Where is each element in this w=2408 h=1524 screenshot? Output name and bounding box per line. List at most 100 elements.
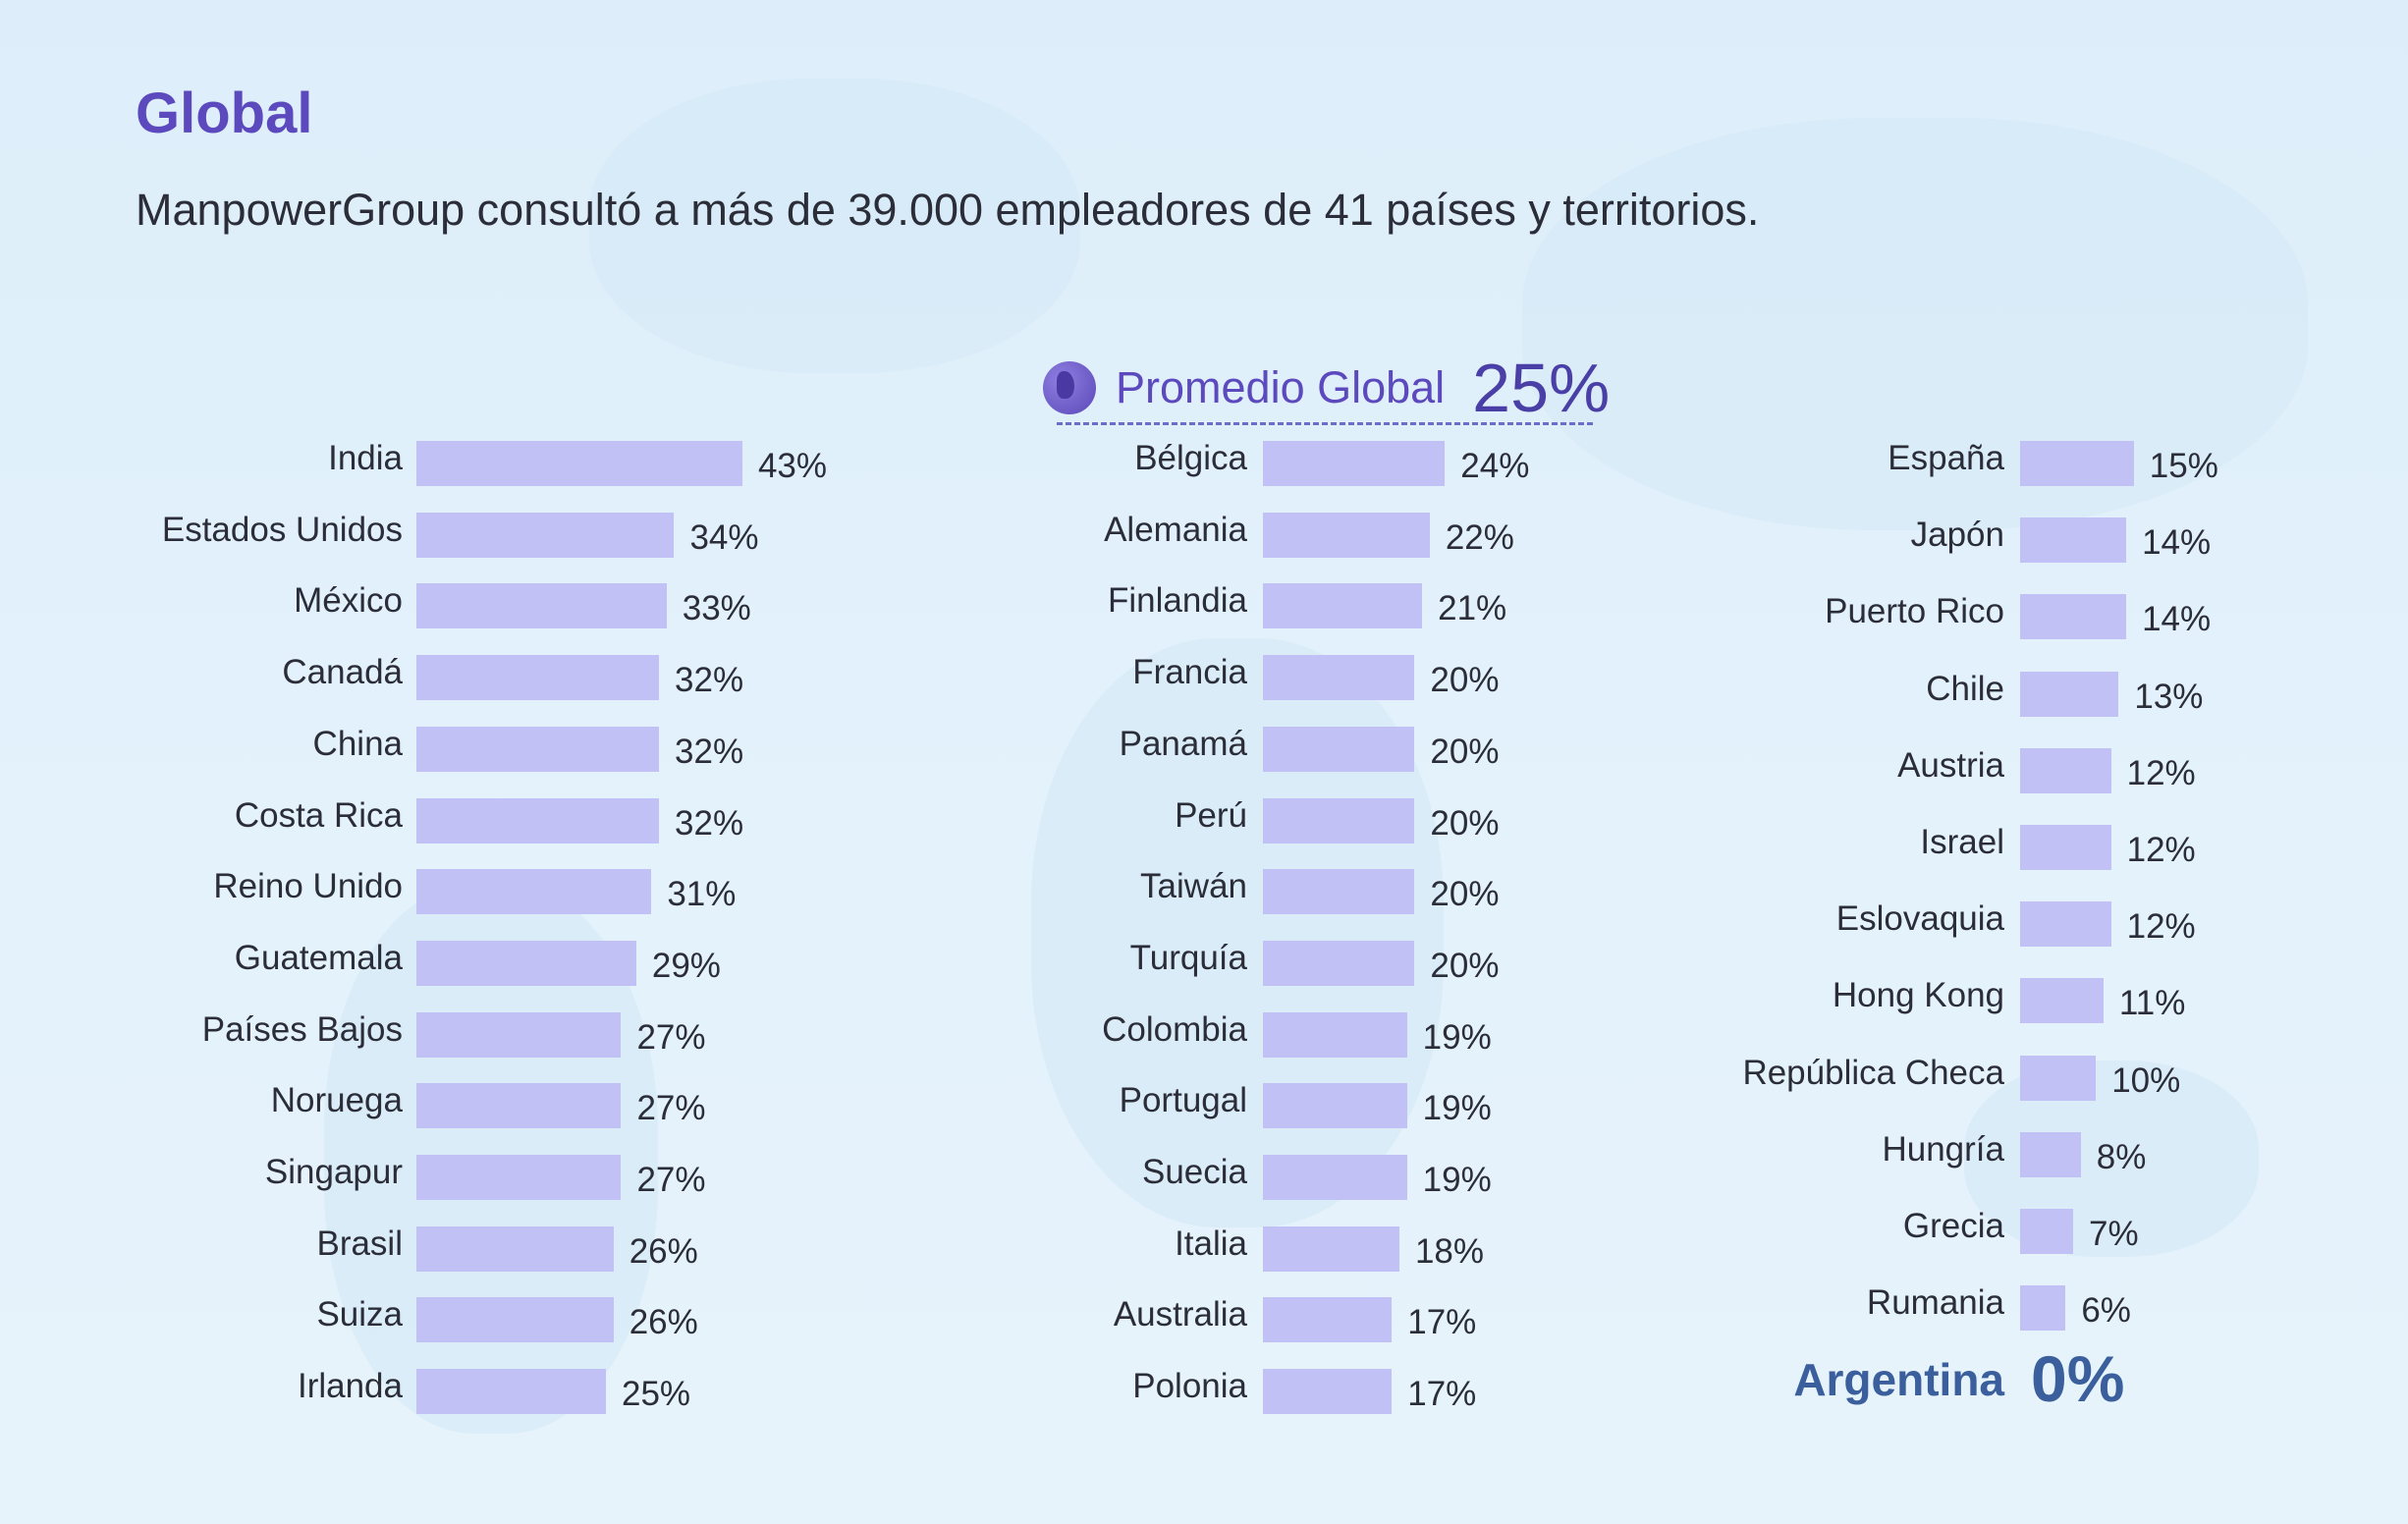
bar bbox=[416, 1083, 622, 1129]
bar bbox=[416, 512, 675, 558]
value-label: 20% bbox=[1430, 661, 1500, 700]
category-label: Costa Rica bbox=[234, 795, 403, 835]
category-label: Rumania bbox=[1866, 1283, 2004, 1323]
bar bbox=[416, 1225, 614, 1272]
value-label: 13% bbox=[2134, 677, 2204, 716]
bar bbox=[416, 583, 667, 629]
bar bbox=[1263, 1083, 1407, 1129]
category-label: Noruega bbox=[270, 1081, 403, 1120]
bar bbox=[2020, 594, 2127, 640]
category-label: Reino Unido bbox=[213, 867, 403, 906]
bar bbox=[2020, 517, 2127, 564]
category-label: Francia bbox=[1132, 653, 1247, 692]
page-title: Global bbox=[136, 82, 313, 145]
bar bbox=[416, 869, 652, 915]
category-label: Alemania bbox=[1104, 510, 1247, 549]
global-average-value: 25% bbox=[1472, 350, 1611, 426]
bar bbox=[416, 655, 660, 701]
bar bbox=[416, 1011, 622, 1058]
bar bbox=[416, 726, 660, 772]
bar bbox=[1263, 1011, 1407, 1058]
bar bbox=[416, 1297, 614, 1343]
category-label: Turquía bbox=[1129, 938, 1247, 977]
value-label: 20% bbox=[1430, 803, 1500, 843]
bar bbox=[1263, 441, 1446, 486]
category-label: Puerto Rico bbox=[1825, 592, 2004, 631]
bar bbox=[2020, 825, 2111, 870]
category-label: Taiwán bbox=[1140, 867, 1247, 906]
category-label: India bbox=[328, 439, 403, 477]
value-label: 12% bbox=[2126, 753, 2196, 792]
globe-icon bbox=[1043, 361, 1096, 414]
value-label: 32% bbox=[675, 803, 744, 843]
value-label: 18% bbox=[1414, 1231, 1485, 1271]
category-label: Perú bbox=[1175, 795, 1247, 835]
bar bbox=[1263, 726, 1415, 772]
category-label: Brasil bbox=[316, 1224, 403, 1263]
bar bbox=[1263, 940, 1415, 986]
bar bbox=[2020, 1285, 2066, 1332]
category-label: República Checa bbox=[1742, 1053, 2004, 1092]
page-subtitle: ManpowerGroup consultó a más de 39.000 e… bbox=[136, 185, 1760, 235]
value-label: 25% bbox=[622, 1375, 691, 1414]
value-label: 20% bbox=[1430, 875, 1500, 914]
bar bbox=[2020, 671, 2119, 717]
category-label: Países Bajos bbox=[201, 1009, 403, 1049]
category-label: Colombia bbox=[1102, 1009, 1247, 1049]
value-label: 19% bbox=[1422, 1161, 1492, 1199]
bar bbox=[2020, 1055, 2097, 1101]
value-label: 27% bbox=[636, 1161, 706, 1199]
global-average-divider bbox=[1057, 422, 1593, 425]
value-label: 14% bbox=[2142, 523, 2212, 563]
value-label: 17% bbox=[1407, 1303, 1477, 1342]
global-average: Promedio Global 25% bbox=[1043, 349, 1610, 427]
value-label: 15% bbox=[2149, 447, 2218, 485]
value-label: 12% bbox=[2126, 831, 2196, 869]
value-label: 21% bbox=[1438, 589, 1507, 628]
bar bbox=[1263, 1297, 1393, 1343]
category-label: Suiza bbox=[316, 1295, 403, 1334]
map-shape bbox=[589, 79, 1080, 373]
value-label: 31% bbox=[667, 875, 737, 914]
value-label: 19% bbox=[1422, 1017, 1492, 1057]
map-shape bbox=[1522, 118, 2308, 530]
bar bbox=[416, 940, 636, 986]
bar bbox=[1263, 1369, 1393, 1415]
value-label: 17% bbox=[1407, 1375, 1477, 1414]
value-label: 26% bbox=[629, 1231, 698, 1271]
value-label: 20% bbox=[1430, 732, 1500, 771]
value-label: 11% bbox=[2118, 984, 2186, 1023]
value-label: 29% bbox=[651, 946, 721, 985]
bar bbox=[416, 1369, 606, 1415]
category-label: Japón bbox=[1910, 516, 2004, 555]
category-label: Grecia bbox=[1902, 1207, 2004, 1245]
category-label: Estados Unidos bbox=[161, 510, 403, 549]
bar bbox=[416, 797, 660, 844]
category-label: Finlandia bbox=[1107, 581, 1247, 621]
category-label: Polonia bbox=[1132, 1367, 1247, 1406]
value-label: 19% bbox=[1422, 1089, 1492, 1128]
value-label: 32% bbox=[675, 732, 744, 771]
bar bbox=[2020, 1131, 2081, 1177]
category-label: Suecia bbox=[1141, 1153, 1247, 1191]
bar bbox=[416, 1155, 622, 1200]
value-label: 20% bbox=[1430, 946, 1500, 985]
value-label: 22% bbox=[1445, 517, 1514, 557]
global-average-label: Promedio Global bbox=[1116, 362, 1446, 412]
highlight-label: Argentina bbox=[1793, 1354, 2004, 1405]
value-label: 33% bbox=[682, 589, 751, 628]
category-label: Hungría bbox=[1882, 1129, 2004, 1169]
category-label: Eslovaquia bbox=[1835, 899, 2004, 939]
bar bbox=[1263, 869, 1415, 915]
bar bbox=[2020, 978, 2104, 1024]
category-label: Italia bbox=[1175, 1224, 1247, 1263]
category-label: Guatemala bbox=[234, 938, 403, 977]
bar bbox=[1263, 655, 1415, 701]
bar bbox=[2020, 441, 2134, 486]
bar bbox=[2020, 1209, 2074, 1254]
category-label: Singapur bbox=[264, 1153, 403, 1191]
category-label: España bbox=[1888, 439, 2004, 477]
category-label: Bélgica bbox=[1134, 439, 1247, 477]
value-label: 6% bbox=[2081, 1291, 2131, 1331]
category-label: Hong Kong bbox=[1832, 976, 2004, 1015]
